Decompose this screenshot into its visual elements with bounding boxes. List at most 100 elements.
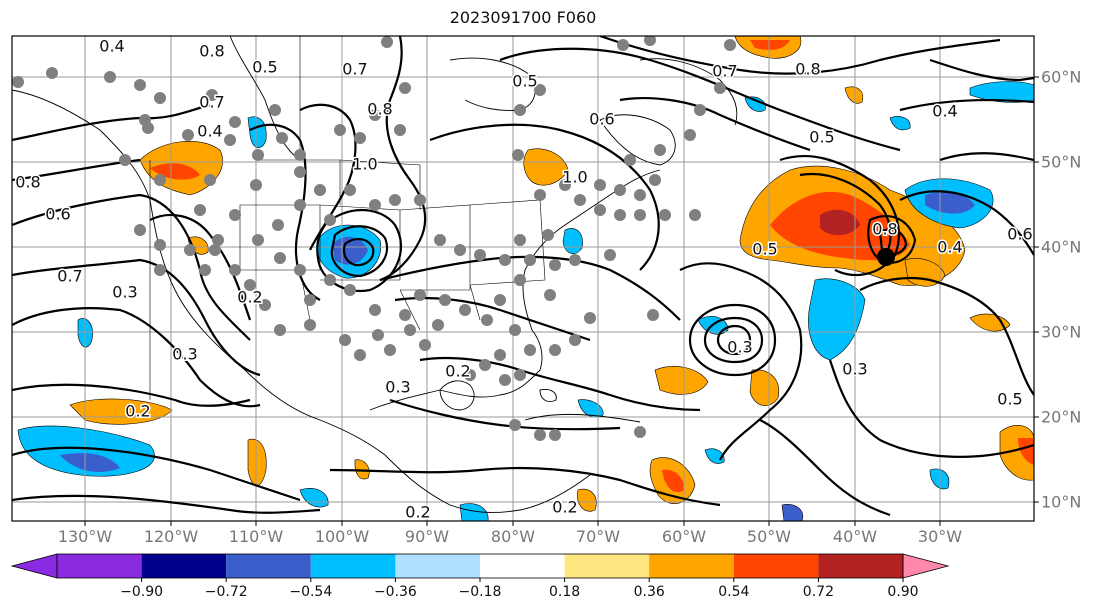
colorbar-segment [818,554,903,578]
station-dot [524,254,536,266]
station-dot [499,254,511,266]
colorbar-segment [226,554,311,578]
station-dot [524,344,536,356]
contour-label: 0.8 [199,42,224,61]
contour-label: 0.3 [727,338,752,357]
colorbar-tick-label: 0.72 [803,584,834,600]
station-dot [304,319,316,331]
station-dot [12,76,24,88]
contour-label: 1.0 [352,155,377,174]
station-dot [684,129,696,141]
colorbar-segment [734,554,819,578]
station-dot [549,429,561,441]
lon-label: 130°W [58,527,112,546]
station-dot [229,116,241,128]
contour-label: 0.4 [937,238,962,257]
contour-label: 0.2 [445,362,470,381]
station-dot [134,224,146,236]
station-dot [294,264,306,276]
storm-center-marker [877,248,895,266]
station-dot [569,254,581,266]
station-dot [714,82,726,94]
contour-label: 0.7 [342,60,367,79]
station-dot [509,419,521,431]
station-dot [514,369,526,381]
station-dot [381,36,393,48]
station-dot [614,209,626,221]
station-dot [542,229,554,241]
contour-label: 0.5 [752,240,777,259]
lon-label: 100°W [315,527,369,546]
station-dot [499,374,511,386]
colorbar-segment [480,554,565,578]
contour-label: 0.7 [199,93,224,112]
contour-label: 0.6 [1007,225,1032,244]
station-dot [194,204,206,216]
station-dot [514,104,526,116]
station-dot [404,324,416,336]
colorbar-segment [311,554,396,578]
lat-label: 20°N [1041,408,1081,427]
station-dot [549,344,561,356]
station-dot [369,199,381,211]
contour-label: 0.2 [405,503,430,522]
station-dot [634,189,646,201]
station-dot [549,259,561,271]
station-dot [434,234,446,246]
station-dot [459,304,471,316]
contour-label: 0.2 [552,498,577,517]
colorbar-tick-label: −0.36 [374,584,417,600]
lon-label: 110°W [229,527,283,546]
station-dot [154,264,166,276]
station-dot [372,329,384,341]
contour-label: 0.3 [385,378,410,397]
station-dot [294,149,306,161]
contour-label: 0.8 [872,220,897,239]
station-dot [419,339,431,351]
station-dot [394,124,406,136]
colorbar-tick-label: −0.90 [120,584,163,600]
station-dot [314,184,326,196]
contour-label: 0.5 [252,58,277,77]
lon-label: 40°W [833,527,877,546]
station-dot [294,199,306,211]
station-dot [481,314,493,326]
contour-label: 0.7 [712,62,737,81]
station-dot [354,132,366,144]
station-dot [479,359,491,371]
station-dot [304,294,316,306]
station-dot [252,149,264,161]
station-dot [229,209,241,221]
lon-label: 70°W [576,527,620,546]
station-dot [154,239,166,251]
station-dot [204,174,216,186]
colorbar-segment [395,554,480,578]
station-dot [439,294,451,306]
contour-label: 0.5 [512,72,537,91]
contour-label: 0.4 [197,122,222,141]
station-dot [139,114,151,126]
station-dot [250,179,262,191]
station-dot [649,174,661,186]
station-dot [574,194,586,206]
contour-label: 0.2 [125,402,150,421]
station-dot [634,426,646,438]
station-dot [274,324,286,336]
station-dot [604,249,616,261]
colorbar-arrow-right [903,554,948,578]
station-dot [569,334,581,346]
station-dot [134,79,146,91]
contour-label: 1.0 [562,168,587,187]
station-dot [324,214,336,226]
station-dot [369,304,381,316]
station-dot [509,324,521,336]
station-dot [154,174,166,186]
station-dot [269,104,281,116]
station-dot [182,129,194,141]
station-dot [229,264,241,276]
station-dot [294,166,306,178]
station-dot [274,252,286,264]
station-dot [694,104,706,116]
station-dot [617,39,629,51]
lon-label: 90°W [405,527,449,546]
